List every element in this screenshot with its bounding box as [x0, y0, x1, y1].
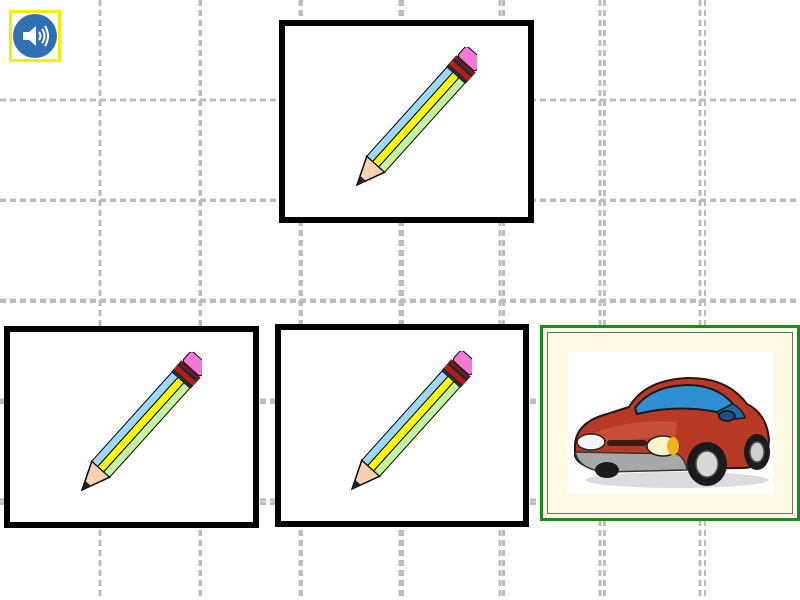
choice-card-2[interactable] — [275, 324, 529, 527]
card-frame — [547, 332, 793, 514]
pencil-image — [80, 352, 202, 492]
sound-button[interactable] — [9, 10, 61, 62]
car-image — [574, 376, 771, 488]
speaker-icon — [13, 14, 57, 58]
pencil-image — [350, 350, 472, 490]
car-image-background — [567, 352, 773, 494]
target-card — [279, 20, 534, 223]
choice-card-1[interactable] — [4, 326, 259, 528]
choice-card-3[interactable] — [540, 325, 800, 521]
pencil-image — [355, 46, 477, 186]
